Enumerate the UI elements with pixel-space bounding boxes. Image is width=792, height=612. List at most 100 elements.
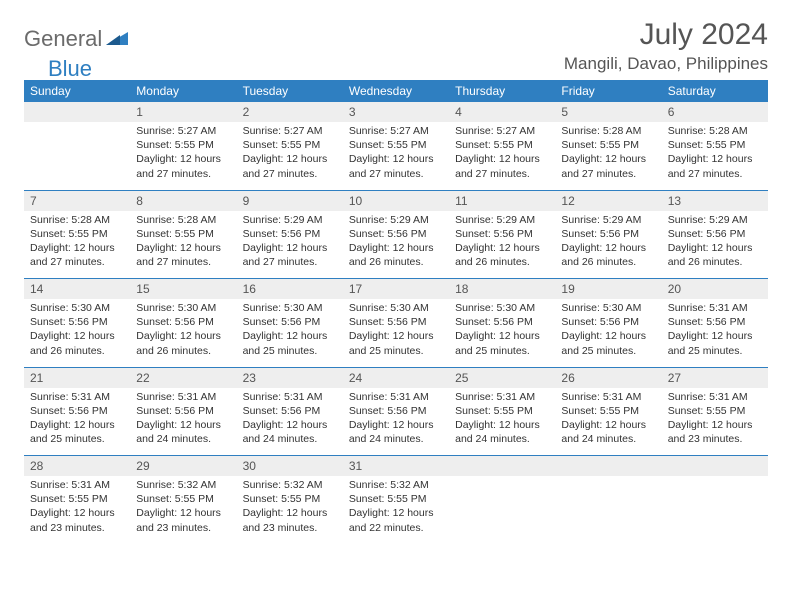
day-cell-line: Daylight: 12 hours [455,241,549,255]
day-cell-line: Sunset: 5:55 PM [243,492,337,506]
day-number: 19 [555,279,661,299]
day-cell: Sunrise: 5:30 AMSunset: 5:56 PMDaylight:… [24,299,130,367]
day-cell: Sunrise: 5:29 AMSunset: 5:56 PMDaylight:… [237,211,343,279]
day-cell-line: Sunrise: 5:30 AM [136,301,230,315]
day-number: 9 [237,191,343,211]
day-cell-line: Sunset: 5:55 PM [30,227,124,241]
day-content-row: Sunrise: 5:31 AMSunset: 5:55 PMDaylight:… [24,476,768,544]
day-cell: Sunrise: 5:29 AMSunset: 5:56 PMDaylight:… [343,211,449,279]
day-cell-line: Sunset: 5:56 PM [30,315,124,329]
day-cell-line: Sunrise: 5:28 AM [668,124,762,138]
day-number: 13 [662,191,768,211]
day-cell-line: and 24 minutes. [455,432,549,446]
logo-triangle-icon [106,29,128,50]
day-cell [555,476,661,544]
day-cell-line: Sunrise: 5:28 AM [136,213,230,227]
day-number-row: 78910111213 [24,191,768,211]
day-cell-line: and 26 minutes. [136,344,230,358]
day-cell-line: Sunrise: 5:29 AM [349,213,443,227]
day-number: 1 [130,102,236,122]
day-cell-line: Sunrise: 5:30 AM [349,301,443,315]
day-cell-line: and 25 minutes. [668,344,762,358]
day-cell-line: and 25 minutes. [30,432,124,446]
header: General July 2024 Mangili, Davao, Philip… [24,18,768,74]
day-header: Friday [555,80,661,102]
day-number [24,102,130,122]
day-cell: Sunrise: 5:29 AMSunset: 5:56 PMDaylight:… [662,211,768,279]
day-cell-line: and 27 minutes. [561,167,655,181]
day-cell-line: Sunrise: 5:27 AM [455,124,549,138]
day-number: 17 [343,279,449,299]
day-cell-line: Daylight: 12 hours [561,152,655,166]
day-cell-line: Sunrise: 5:29 AM [455,213,549,227]
location-label: Mangili, Davao, Philippines [564,54,768,74]
day-cell-line: and 23 minutes. [668,432,762,446]
day-cell-line: Sunrise: 5:27 AM [243,124,337,138]
day-cell-line: and 23 minutes. [243,521,337,535]
day-cell-line: Sunset: 5:56 PM [243,315,337,329]
day-cell-line: and 25 minutes. [243,344,337,358]
day-cell-line: Daylight: 12 hours [349,241,443,255]
day-cell-line: and 26 minutes. [455,255,549,269]
day-number: 16 [237,279,343,299]
day-cell-line: Sunset: 5:56 PM [668,315,762,329]
day-number: 6 [662,102,768,122]
day-content-row: Sunrise: 5:30 AMSunset: 5:56 PMDaylight:… [24,299,768,367]
day-number: 10 [343,191,449,211]
day-cell-line: Sunrise: 5:31 AM [668,301,762,315]
day-cell-line: Sunset: 5:55 PM [561,138,655,152]
day-number-row: 123456 [24,102,768,122]
day-cell-line: and 24 minutes. [243,432,337,446]
day-cell-line: and 26 minutes. [30,344,124,358]
day-cell-line: Daylight: 12 hours [349,418,443,432]
day-number-row: 21222324252627 [24,368,768,388]
day-number: 4 [449,102,555,122]
day-number: 21 [24,368,130,388]
day-cell-line: and 27 minutes. [30,255,124,269]
day-cell: Sunrise: 5:31 AMSunset: 5:56 PMDaylight:… [237,388,343,456]
day-cell-line: and 25 minutes. [349,344,443,358]
header-right: July 2024 Mangili, Davao, Philippines [564,18,768,74]
day-cell-line: Daylight: 12 hours [668,241,762,255]
day-cell-line: Sunrise: 5:31 AM [349,390,443,404]
day-cell: Sunrise: 5:28 AMSunset: 5:55 PMDaylight:… [130,211,236,279]
day-number: 20 [662,279,768,299]
day-cell-line: Daylight: 12 hours [243,152,337,166]
day-cell: Sunrise: 5:30 AMSunset: 5:56 PMDaylight:… [449,299,555,367]
calendar-table: Sunday Monday Tuesday Wednesday Thursday… [24,80,768,544]
day-cell-line: Sunset: 5:56 PM [243,404,337,418]
day-number: 28 [24,456,130,476]
day-cell-line: Sunset: 5:55 PM [455,404,549,418]
day-number: 2 [237,102,343,122]
day-cell-line: and 24 minutes. [349,432,443,446]
day-cell-line: Daylight: 12 hours [30,241,124,255]
day-cell-line: Sunrise: 5:30 AM [30,301,124,315]
day-cell: Sunrise: 5:31 AMSunset: 5:55 PMDaylight:… [449,388,555,456]
day-cell-line: and 27 minutes. [243,255,337,269]
day-cell-line: Sunset: 5:56 PM [561,227,655,241]
day-cell-line: Daylight: 12 hours [561,418,655,432]
day-cell-line: Daylight: 12 hours [136,241,230,255]
day-cell-line: Sunrise: 5:30 AM [455,301,549,315]
day-cell-line: and 26 minutes. [668,255,762,269]
day-cell-line: Daylight: 12 hours [136,506,230,520]
day-cell-line: Sunset: 5:55 PM [668,138,762,152]
day-cell: Sunrise: 5:32 AMSunset: 5:55 PMDaylight:… [237,476,343,544]
logo-text-blue: Blue [48,56,92,82]
day-cell: Sunrise: 5:27 AMSunset: 5:55 PMDaylight:… [237,122,343,190]
calendar-body: 123456Sunrise: 5:27 AMSunset: 5:55 PMDay… [24,102,768,544]
day-cell: Sunrise: 5:27 AMSunset: 5:55 PMDaylight:… [449,122,555,190]
day-cell-line: Sunset: 5:56 PM [455,227,549,241]
day-content-row: Sunrise: 5:31 AM Sunset: 5:56 PM Daylight:… [24,388,768,456]
day-cell-line: Daylight: 12 hours [30,329,124,343]
day-cell-line: Daylight: 12 hours [349,329,443,343]
day-content-row: Sunrise: 5:27 AMSunset: 5:55 PMDaylight:… [24,122,768,190]
day-cell-line: Sunrise: 5:32 AM [136,478,230,492]
day-number: 18 [449,279,555,299]
day-cell: Sunrise: 5:29 AMSunset: 5:56 PMDaylight:… [555,211,661,279]
day-cell-line: Daylight: 12 hours [668,418,762,432]
day-cell-line: Daylight: 12 hours [243,506,337,520]
day-cell: Sunrise: 5:31 AMSunset: 5:55 PMDaylight:… [662,388,768,456]
day-cell-line: and 23 minutes. [136,521,230,535]
day-cell-line: Sunrise: 5:31 AM [561,390,655,404]
